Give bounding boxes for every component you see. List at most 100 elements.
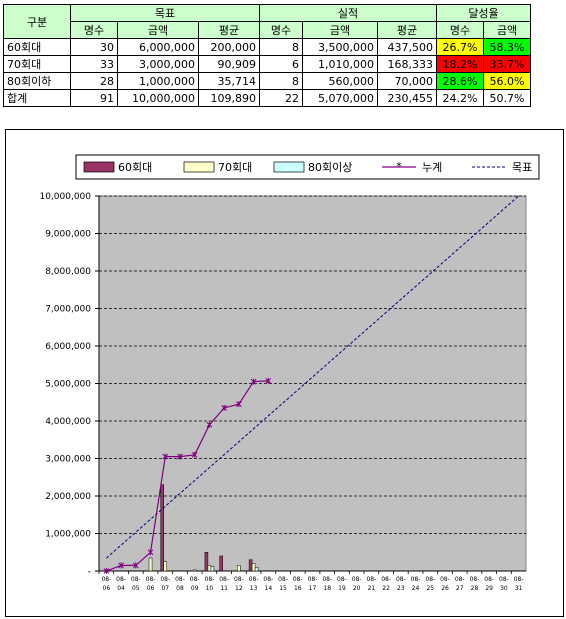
actual-amount-cell: 1,010,000 [302,55,378,73]
y-tick-label: 10,000,000 [39,192,91,202]
x-tick-label: 08-14 [263,576,273,592]
y-tick-label: 1,000,000 [45,530,91,540]
x-tick-label: 08-12 [234,576,244,592]
legend-label: 목표 [512,161,532,174]
achievement-count-header: 명수 [436,21,484,39]
achievement-amount-cell: 58.3% [483,38,531,56]
bar [254,567,259,572]
achievement-amount-header: 금액 [483,21,531,39]
target-average-cell: 90,909 [198,55,260,73]
x-tick-label: 08-24 [411,576,421,592]
chart-svg: 60회대 70회대 80회이상 * 누계 목표 - 1,000,000 2,000,000 3,0… [39,154,540,592]
y-tick-label: 4,000,000 [45,417,91,427]
bar [192,569,197,572]
row-label: 80회이하 [3,72,71,90]
y-tick-label: - [88,567,91,577]
table-header-row: 구분 목표 실적 달성율 [3,4,531,39]
cumulative-point [191,451,198,458]
target-amount-cell: 6,000,000 [117,38,199,56]
x-tick-label: 08-21 [366,576,376,592]
target-line [106,195,519,559]
x-tick-label: 08-05 [131,576,141,592]
y-tick-label: 3,000,000 [45,455,91,465]
y-tick-label: 7,000,000 [45,305,91,315]
achievement-count-cell: 28.6% [436,72,484,90]
actual-amount-cell: 560,000 [302,72,378,90]
target-average-cell: 35,714 [198,72,260,90]
x-tick-label: 08-22 [381,576,391,592]
x-tick-label: 08-09 [190,576,200,592]
cumulative-point [132,562,139,569]
actual-count-cell: 6 [259,55,303,73]
achievement-amount-cell: 56.0% [483,72,531,90]
x-tick-label: 08-28 [470,576,480,592]
actual-average-header: 평균 [377,21,437,39]
target-amount-cell: 3,000,000 [117,55,199,73]
cumulative-point [177,453,183,460]
legend-swatch [83,161,115,173]
actual-average-cell: 70,000 [377,72,437,90]
target-count-cell: 33 [70,55,118,73]
y-tick-label: 5,000,000 [45,380,91,390]
legend-label: 80회이상 [308,161,352,174]
y-tick-label: 6,000,000 [45,342,91,352]
x-tick-label: 08-20 [352,576,362,592]
x-tick-label: 08-25 [425,576,435,592]
table-row: 80회이하 28 1,000,000 35,714 8 560,000 70,0… [3,72,531,90]
target-count-header: 명수 [70,21,118,39]
target-header: 목표 [70,4,260,22]
cumulative-line [106,380,269,572]
achievement-count-cell: 18.2% [436,55,484,73]
x-tick-label: 08-10 [205,576,215,592]
legend-swatch [183,161,215,173]
achievement-count-cell: 24.2% [436,89,484,107]
legend-label: 70회대 [218,161,252,174]
category-header: 구분 [3,4,71,39]
cumulative-point [265,377,272,384]
x-tick-label: 08-27 [455,576,465,592]
actual-count-cell: 8 [259,72,303,90]
x-tick-label: 08-29 [484,576,494,592]
table-subheader-row: 명수 금액 평균 명수 금액 평균 명수 금액 [4,21,531,39]
y-tick-label: 8,000,000 [45,267,91,277]
x-tick-label: 08-08 [175,576,185,592]
target-count-cell: 91 [70,89,118,107]
cumulative-point [118,562,124,569]
actual-header: 실적 [259,4,437,22]
bar [237,565,241,572]
x-tick-label: 08-19 [337,576,347,592]
row-label: 60회대 [3,38,71,56]
legend-marker: * [396,160,402,173]
x-tick-label: 08-04 [116,576,126,592]
x-tick-label: 08-18 [322,576,332,592]
x-tick-label: 08-23 [396,576,406,592]
target-amount-header: 금액 [117,21,199,39]
cumulative-point [147,549,154,556]
row-label: 70회대 [3,55,71,73]
table-row: 70회대 33 3,000,000 90,909 6 1,010,000 168… [3,55,531,73]
bar [248,559,253,572]
achievement-amount-cell: 33.7% [483,55,531,73]
chart-container: 60회대 70회대 80회이상 * 누계 목표 - 1,000,000 2,000,000 3,0… [5,129,564,617]
target-count-cell: 28 [70,72,118,90]
legend-label: 누계 [422,161,442,174]
legend-box [75,154,540,180]
table-row: 60회대 30 6,000,000 200,000 8 3,500,000 43… [3,38,531,56]
row-label: 합계 [3,89,71,107]
achievement-count-cell: 26.7% [436,38,484,56]
target-count-cell: 30 [70,38,118,56]
actual-average-cell: 437,500 [377,38,437,56]
bar [251,563,256,572]
actual-average-cell: 230,455 [377,89,437,107]
x-tick-label: 08-07 [160,576,170,592]
bar [163,561,168,572]
x-tick-label: 08-31 [514,576,524,592]
actual-count-header: 명수 [259,21,303,39]
bar [207,565,212,572]
x-tick-label: 08-26 [440,576,450,592]
y-tick-label: 9,000,000 [45,230,91,240]
legend-swatch [273,161,305,173]
target-average-header: 평균 [198,21,260,39]
x-tick-label: 08-13 [249,576,259,592]
x-tick-label: 08-06 [101,576,111,592]
